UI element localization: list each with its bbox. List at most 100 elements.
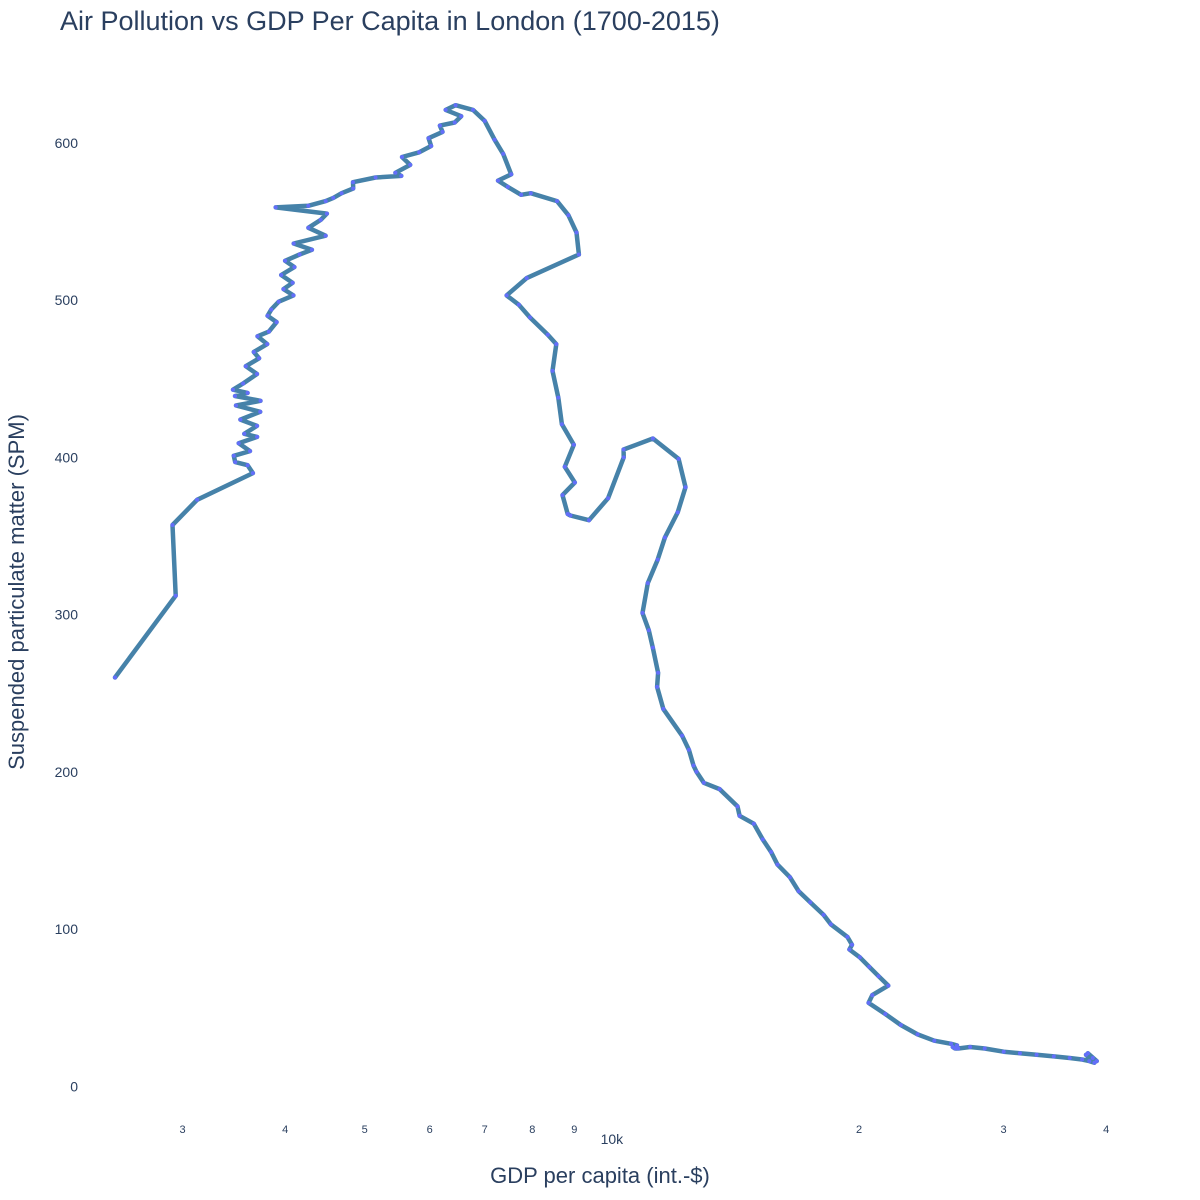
data-point	[655, 684, 660, 689]
data-point	[496, 178, 500, 183]
data-point	[717, 787, 722, 792]
data-point	[606, 496, 611, 501]
data-point	[524, 276, 529, 281]
data-point	[683, 485, 688, 490]
data-point	[556, 395, 561, 400]
data-point	[242, 431, 247, 436]
data-point	[1017, 1051, 1022, 1056]
data-point	[550, 368, 555, 373]
x-tick-label-minor: 4	[1103, 1124, 1109, 1136]
data-point	[701, 780, 706, 785]
data-point	[661, 706, 666, 711]
data-point	[400, 155, 404, 159]
data-point	[471, 107, 475, 112]
data-point	[339, 191, 344, 196]
data-point	[587, 518, 591, 523]
data-point	[876, 974, 881, 979]
data-point	[291, 293, 296, 298]
data-point	[1080, 1057, 1085, 1062]
data-point	[676, 456, 681, 461]
data-point	[870, 993, 875, 998]
x-tick-label-minor: 8	[529, 1124, 535, 1136]
data-point	[775, 862, 780, 867]
data-point	[968, 1045, 973, 1049]
data-point	[241, 381, 246, 386]
x-tick-label-minor: 6	[427, 1124, 433, 1136]
data-point	[1090, 1056, 1095, 1060]
data-point	[650, 645, 655, 650]
data-point	[691, 763, 696, 768]
data-point	[735, 804, 740, 809]
data-point	[251, 350, 256, 354]
data-point	[545, 332, 550, 337]
y-tick-label: 400	[55, 449, 79, 465]
data-point	[276, 299, 281, 304]
data-point	[283, 258, 288, 263]
data-point	[306, 225, 311, 230]
data-point	[527, 315, 532, 320]
data-point	[195, 497, 200, 502]
data-point	[886, 983, 891, 988]
data-point	[560, 493, 565, 498]
data-point	[769, 850, 774, 854]
data-point	[255, 372, 259, 376]
data-point	[279, 273, 284, 277]
data-point	[351, 186, 356, 191]
data-point	[949, 1041, 954, 1046]
data-point	[883, 1012, 888, 1016]
data-point	[1094, 1059, 1099, 1064]
data-point	[269, 307, 274, 312]
data-point	[309, 247, 314, 252]
data-point	[787, 875, 792, 880]
data-point	[323, 199, 328, 204]
data-point	[265, 342, 270, 347]
data-point	[760, 837, 765, 842]
y-axis-ticks: 0 100 200 300 400 500 600	[55, 135, 79, 1094]
data-point	[505, 184, 510, 189]
data-point	[1034, 1052, 1039, 1057]
x-axis-title: GDP per capita (int.-$)	[490, 1163, 710, 1188]
data-point	[562, 464, 567, 469]
data-point	[566, 213, 571, 218]
x-tick-label-minor: 4	[282, 1124, 288, 1136]
data-point	[255, 434, 260, 439]
data-point	[250, 471, 255, 476]
y-tick-label: 500	[55, 292, 79, 308]
data-point	[866, 1000, 871, 1005]
data-point	[393, 170, 398, 175]
data-point	[399, 173, 404, 178]
data-point	[266, 329, 271, 334]
chart-title: Air Pollution vs GDP Per Capita in Londo…	[60, 6, 720, 36]
data-point	[568, 513, 573, 518]
data-point	[231, 453, 236, 458]
x-tick-label-minor: 7	[482, 1124, 488, 1136]
data-point	[576, 252, 581, 257]
data-point	[621, 447, 626, 452]
data-point	[554, 342, 559, 347]
data-point	[645, 581, 650, 586]
data-point	[459, 114, 464, 119]
data-point	[426, 136, 431, 141]
data-point	[291, 241, 296, 246]
data-point	[236, 441, 241, 446]
y-axis-title: Suspended particulate matter (SPM)	[4, 414, 29, 770]
data-point	[248, 449, 252, 454]
data-point	[437, 123, 442, 128]
data-point	[290, 280, 295, 285]
data-point	[953, 1046, 958, 1051]
data-point	[453, 103, 458, 108]
data-point	[245, 463, 250, 468]
data-point	[956, 1046, 961, 1051]
data-point	[351, 180, 355, 185]
data-point	[173, 593, 178, 598]
data-point	[258, 398, 263, 403]
data-point	[281, 287, 286, 292]
data-point	[255, 334, 260, 339]
data-point	[233, 394, 237, 398]
data-point	[1001, 1049, 1006, 1054]
y-tick-label: 0	[70, 1078, 78, 1094]
data-point	[640, 611, 645, 615]
data-point	[898, 1023, 903, 1027]
data-point	[686, 747, 691, 752]
data-point	[662, 535, 667, 540]
